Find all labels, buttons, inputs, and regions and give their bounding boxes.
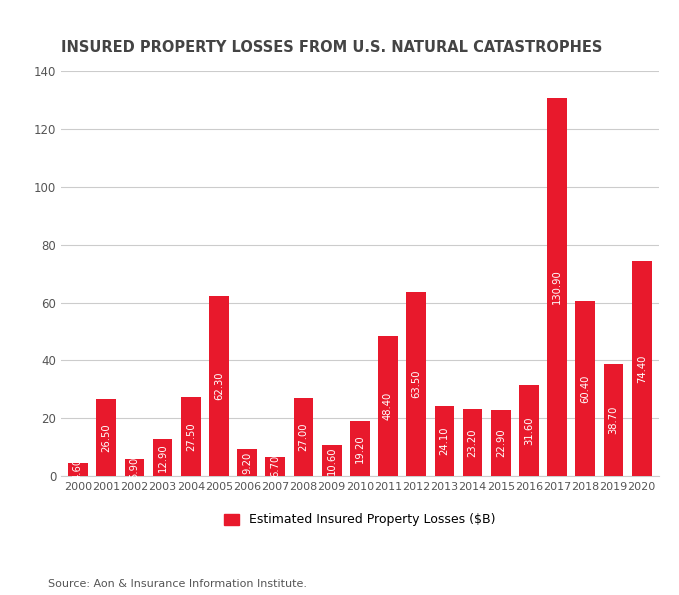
Text: 9.20: 9.20 bbox=[242, 452, 252, 474]
Text: INSURED PROPERTY LOSSES FROM U.S. NATURAL CATASTROPHES: INSURED PROPERTY LOSSES FROM U.S. NATURA… bbox=[61, 40, 602, 55]
Bar bbox=[604, 364, 623, 476]
Text: 130.90: 130.90 bbox=[552, 270, 562, 304]
Text: 24.10: 24.10 bbox=[439, 427, 449, 455]
Text: Source: Aon & Insurance Information Institute.: Source: Aon & Insurance Information Inst… bbox=[48, 579, 306, 589]
Bar bbox=[209, 296, 229, 476]
Text: 60.40: 60.40 bbox=[581, 374, 590, 403]
Bar bbox=[181, 396, 200, 476]
Text: 27.50: 27.50 bbox=[186, 422, 196, 450]
Text: 74.40: 74.40 bbox=[637, 354, 646, 383]
Bar bbox=[576, 302, 595, 476]
Text: 63.50: 63.50 bbox=[411, 370, 421, 399]
Text: 6.70: 6.70 bbox=[270, 455, 280, 477]
Bar bbox=[237, 449, 257, 476]
Text: 4.60: 4.60 bbox=[73, 458, 83, 480]
Legend: Estimated Insured Property Losses ($B): Estimated Insured Property Losses ($B) bbox=[224, 513, 496, 527]
Bar bbox=[322, 446, 342, 476]
Bar bbox=[406, 293, 426, 476]
Bar bbox=[378, 336, 398, 476]
Bar bbox=[96, 399, 116, 476]
Bar bbox=[519, 385, 539, 476]
Bar bbox=[435, 406, 454, 476]
Text: 26.50: 26.50 bbox=[101, 424, 111, 452]
Text: 27.00: 27.00 bbox=[299, 422, 308, 451]
Bar bbox=[350, 421, 370, 476]
Bar bbox=[124, 459, 144, 476]
Bar bbox=[547, 98, 567, 476]
Text: 23.20: 23.20 bbox=[468, 428, 477, 457]
Bar bbox=[463, 409, 483, 476]
Text: 48.40: 48.40 bbox=[383, 392, 393, 420]
Text: 38.70: 38.70 bbox=[608, 406, 619, 434]
Text: 22.90: 22.90 bbox=[496, 428, 506, 457]
Bar bbox=[68, 463, 88, 476]
Text: 31.60: 31.60 bbox=[524, 416, 534, 444]
Text: 5.90: 5.90 bbox=[130, 456, 139, 478]
Bar bbox=[632, 261, 652, 476]
Text: 19.20: 19.20 bbox=[355, 434, 365, 462]
Bar bbox=[491, 410, 511, 476]
Bar bbox=[293, 398, 314, 476]
Bar bbox=[153, 439, 172, 476]
Bar bbox=[265, 456, 285, 476]
Text: 62.30: 62.30 bbox=[214, 372, 224, 400]
Text: 10.60: 10.60 bbox=[327, 446, 337, 475]
Text: 12.90: 12.90 bbox=[158, 443, 168, 472]
